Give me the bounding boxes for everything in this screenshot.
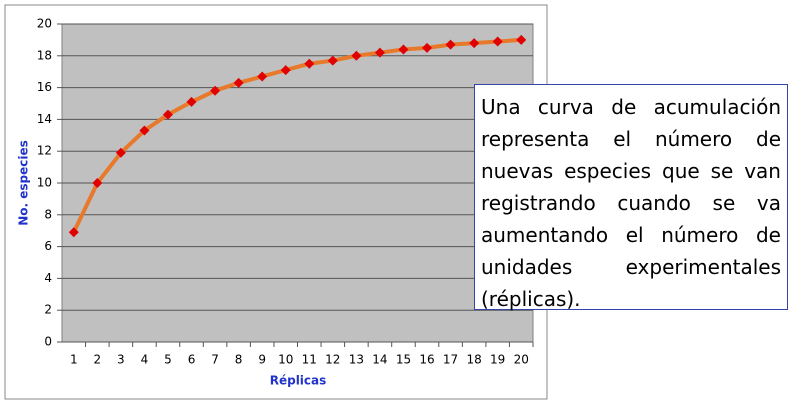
data-point xyxy=(374,47,385,58)
x-tick-label: 9 xyxy=(258,353,266,367)
data-point xyxy=(492,36,503,47)
data-point xyxy=(92,178,103,188)
x-axis-title: Réplicas xyxy=(270,374,327,388)
x-tick-label: 18 xyxy=(466,353,481,367)
y-tick-label: 16 xyxy=(37,80,52,94)
y-tick-label: 18 xyxy=(37,48,52,62)
x-tick-label: 19 xyxy=(490,353,505,367)
y-tick-label: 6 xyxy=(44,239,52,253)
x-tick-label: 11 xyxy=(302,353,317,367)
data-point xyxy=(327,55,338,66)
x-tick-label: 1 xyxy=(70,353,78,367)
x-tick-label: 10 xyxy=(278,353,293,367)
data-point xyxy=(516,34,527,45)
data-point xyxy=(186,96,197,107)
y-tick-label: 2 xyxy=(44,303,52,317)
data-point xyxy=(351,50,362,61)
y-tick-label: 10 xyxy=(37,176,52,190)
data-point xyxy=(139,125,150,136)
text-box: Una curva de acumulación representa el n… xyxy=(474,84,788,311)
data-point xyxy=(304,58,315,69)
data-point xyxy=(115,147,126,158)
x-tick-label: 8 xyxy=(235,353,243,367)
x-tick-label: 7 xyxy=(211,353,219,367)
data-point xyxy=(398,44,409,55)
y-tick-label: 8 xyxy=(44,207,52,221)
x-tick-label: 15 xyxy=(396,353,411,367)
data-point xyxy=(68,227,79,238)
x-tick-label: 4 xyxy=(141,353,149,367)
y-axis-title: No. especies xyxy=(17,140,31,226)
data-point xyxy=(422,42,433,53)
x-tick-label: 13 xyxy=(349,353,364,367)
y-tick-label: 0 xyxy=(44,335,52,349)
data-point xyxy=(280,65,291,76)
data-point xyxy=(233,77,244,88)
data-point xyxy=(210,85,221,96)
data-point xyxy=(469,38,480,49)
x-tick-label: 17 xyxy=(443,353,458,367)
x-tick-label: 2 xyxy=(94,353,102,367)
y-tick-label: 14 xyxy=(37,112,52,126)
x-tick-label: 6 xyxy=(188,353,196,367)
data-point xyxy=(445,39,456,50)
y-tick-label: 4 xyxy=(44,271,52,285)
data-point xyxy=(162,109,173,120)
x-tick-label: 16 xyxy=(419,353,434,367)
x-tick-label: 5 xyxy=(164,353,172,367)
y-tick-label: 20 xyxy=(37,17,52,31)
data-point xyxy=(257,71,268,82)
x-tick-label: 12 xyxy=(325,353,340,367)
y-tick-label: 12 xyxy=(37,144,52,158)
x-tick-label: 20 xyxy=(514,353,529,367)
x-tick-label: 14 xyxy=(372,353,387,367)
x-tick-label: 3 xyxy=(117,353,125,367)
